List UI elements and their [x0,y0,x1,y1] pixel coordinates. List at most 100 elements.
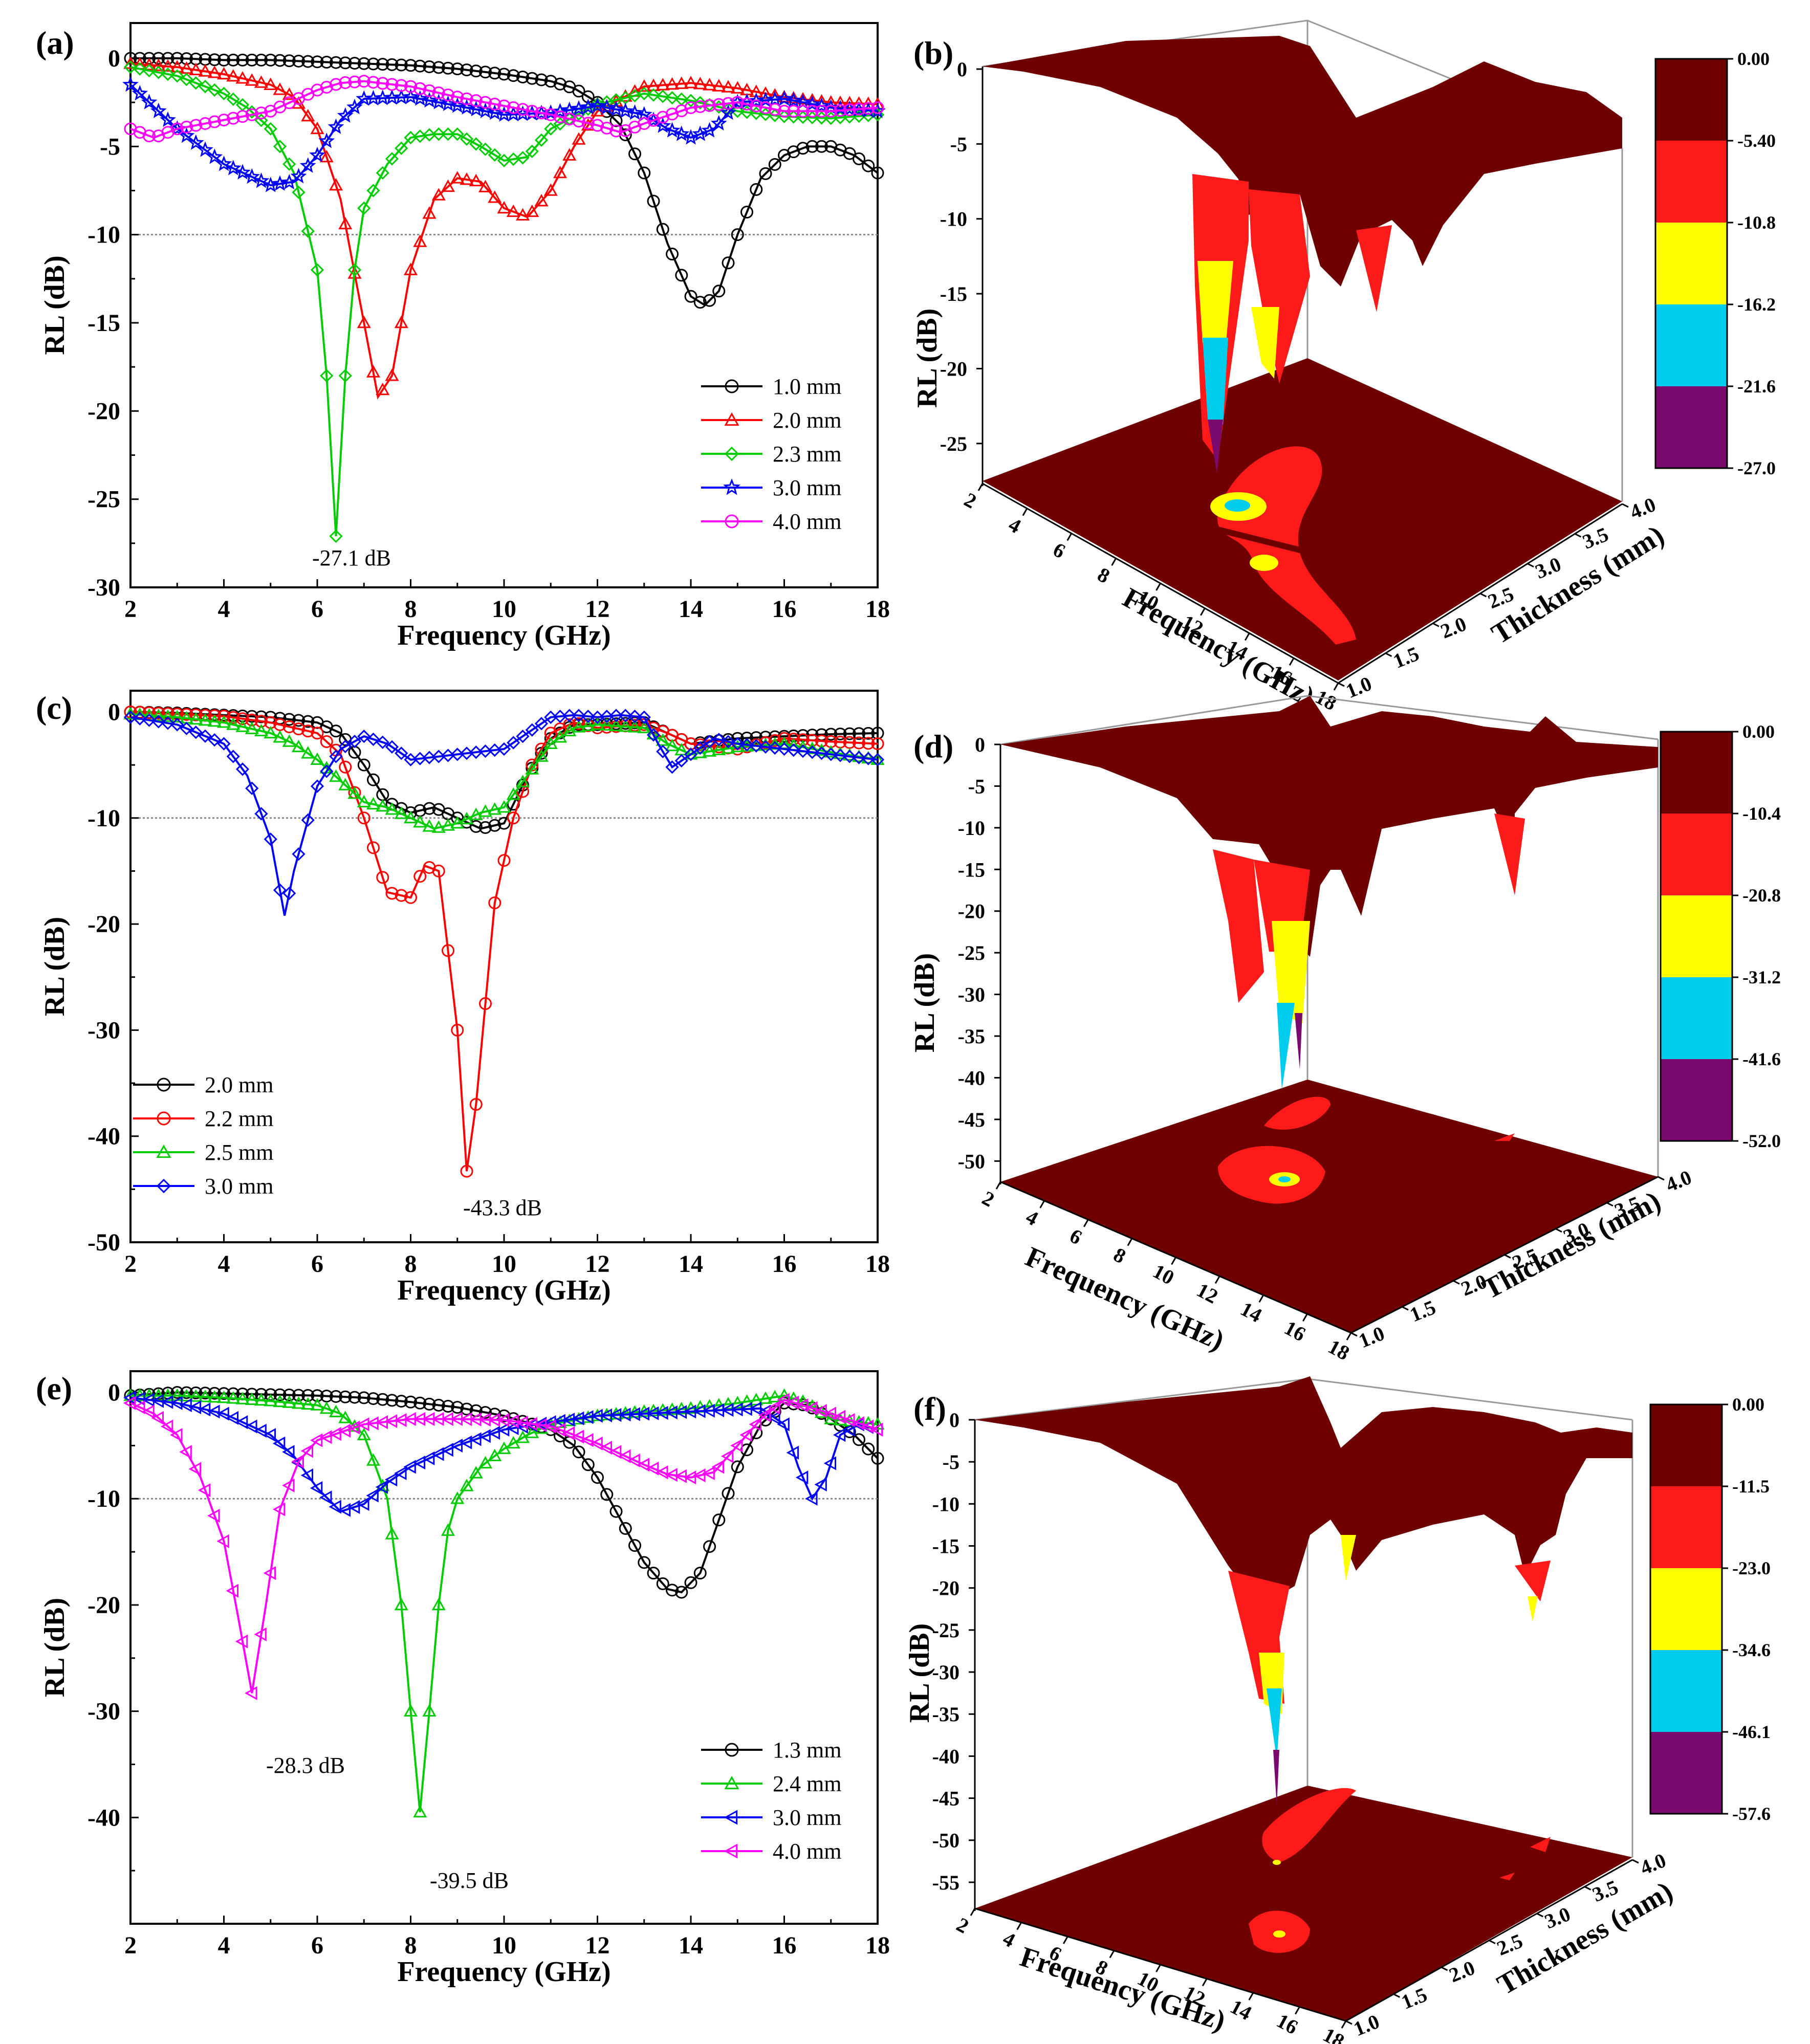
data-point [656,1403,670,1416]
data-point [339,76,352,90]
data-point [320,80,333,94]
data-point [152,1387,165,1400]
data-point [189,76,203,90]
data-point [366,1453,381,1466]
data-point [151,709,166,721]
data-point [338,1503,351,1517]
data-point [320,369,334,383]
surface-d-red-peak1 [1213,849,1264,1003]
data-point [703,1540,716,1553]
data-point [413,234,427,247]
data-point [273,883,287,897]
data-point [460,172,474,185]
data-point [507,69,520,82]
frequency-tick-mark [1200,608,1206,616]
data-point [367,76,380,89]
data-point [431,1447,444,1461]
data-point [198,64,212,77]
data-point [646,1461,659,1476]
data-point [675,269,688,282]
z-tick-label: -15 [932,1535,959,1558]
data-point [143,52,156,65]
data-point [198,1483,211,1498]
thickness-tick-mark [1453,1280,1460,1285]
data-point [404,59,417,72]
data-point [805,745,819,759]
data-point [226,717,241,730]
x-tick-label: 16 [772,1932,797,1959]
data-point [254,75,269,88]
colorbar-frame [1660,731,1733,1142]
z-tick-label: -10 [958,817,985,840]
data-point [777,1417,790,1432]
data-point [216,715,231,728]
data-point [684,101,697,114]
data-point [815,140,828,153]
data-point [853,152,865,165]
legend-marker [723,478,740,495]
data-point [554,77,566,91]
data-point [759,736,772,750]
data-point [245,1686,257,1700]
data-point [712,742,726,755]
colorbar-tick-label: 0.00 [1737,49,1770,69]
data-point [469,807,483,820]
colorbar-tick-label: -11.5 [1732,1476,1770,1497]
data-point [329,529,343,543]
data-point [263,1428,276,1442]
data-point [394,315,408,328]
data-point [189,708,203,721]
data-point [198,1402,211,1417]
data-point [554,110,566,123]
y-tick-label: 0 [108,45,120,72]
surface-b-mesh [983,36,1622,287]
data-point [357,1497,369,1511]
data-point [824,104,838,118]
data-point [787,743,800,757]
data-point [151,58,166,71]
z-tick-label: -35 [958,1025,985,1048]
data-point [301,224,315,238]
colorbar-tick-label: -57.6 [1732,1804,1771,1824]
colorbar-segment-red [1661,814,1732,895]
data-point [403,1460,416,1474]
data-point [702,744,717,757]
colorbar-segment-purple [1661,1059,1732,1141]
colorbar-segment-dark [1661,732,1732,814]
data-point [310,1433,323,1447]
data-point [814,1477,827,1492]
panel-tag-f: (f) [913,1391,946,1427]
data-point [776,90,793,106]
data-point [318,133,335,148]
data-point [357,1427,371,1440]
frequency-tick-mark [1155,583,1161,591]
data-point [712,733,726,746]
data-point [871,737,884,751]
colorbar-tick-label: -5.40 [1737,130,1776,151]
data-point [740,1443,753,1457]
data-point [208,733,222,747]
data-point [254,807,268,821]
data-point [179,1445,192,1459]
data-point [189,1389,203,1402]
data-point [638,166,651,180]
data-point [217,737,231,751]
data-point [441,818,455,831]
data-point [385,1527,399,1540]
thickness-tick-mark [1338,682,1345,687]
data-point [301,724,315,738]
data-point [712,98,726,111]
data-point [282,1395,296,1408]
data-point [871,166,884,180]
data-point [208,53,221,67]
data-point [227,711,240,724]
data-point [739,1428,752,1442]
data-point [311,1389,324,1402]
data-point [478,142,492,156]
data-point [722,1487,735,1500]
x-tick-label: 14 [679,596,703,623]
data-point [273,730,287,743]
data-point [786,1445,799,1460]
y-tick-label: -20 [88,911,120,938]
